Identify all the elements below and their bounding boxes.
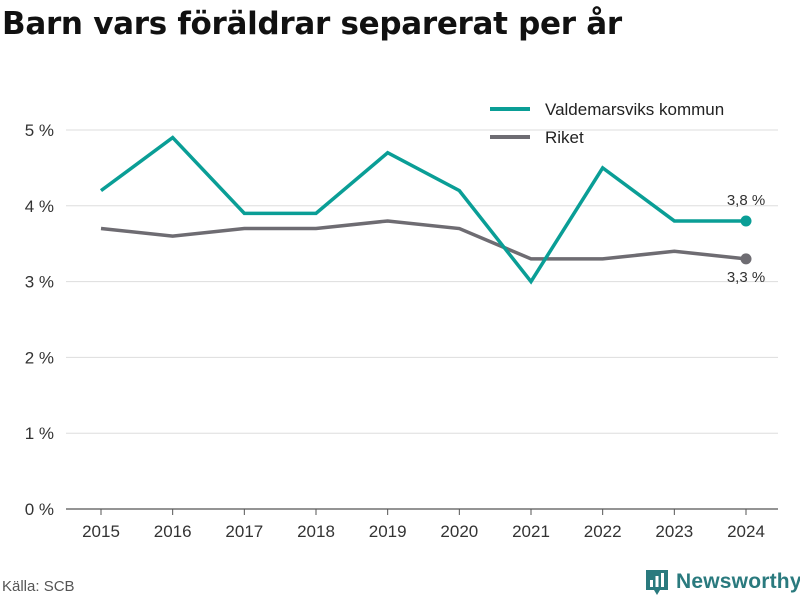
x-tick-label: 2018 — [297, 522, 335, 541]
x-tick-label: 2015 — [82, 522, 120, 541]
x-tick-label: 2024 — [727, 522, 765, 541]
end-label-0: 3,8 % — [727, 192, 765, 209]
y-tick-label: 1 % — [25, 424, 54, 443]
series-line-1 — [100, 219, 747, 261]
end-label-1: 3,3 % — [727, 269, 765, 286]
newsworthy-chart-icon — [646, 570, 668, 595]
legend-label-1: Riket — [545, 128, 584, 147]
chart-title: Barn vars föräldrar separerat per år — [2, 6, 622, 42]
series-end-point-1 — [740, 253, 752, 265]
legend: Valdemarsviks kommun Riket — [490, 100, 724, 147]
brand-name: Newsworthy — [676, 570, 800, 593]
newsworthy-logo: Newsworthy — [644, 568, 800, 596]
y-tick-label: 5 % — [25, 121, 54, 140]
legend-label-0: Valdemarsviks kommun — [545, 100, 724, 119]
y-tick-label: 4 % — [25, 197, 54, 216]
y-tick-label: 0 % — [25, 500, 54, 519]
y-tick-label: 3 % — [25, 273, 54, 292]
series-lines — [99, 135, 752, 285]
end-labels: 3,8 % 3,3 % — [727, 192, 765, 286]
y-tick-label: 2 % — [25, 348, 54, 367]
x-tick-label: 2020 — [440, 522, 478, 541]
x-tick-label: 2023 — [655, 522, 693, 541]
x-tick-label: 2016 — [154, 522, 192, 541]
x-tick-label: 2021 — [512, 522, 550, 541]
grid-lines — [66, 129, 778, 510]
y-axis: 0 % 1 % 2 % 3 % 4 % 5 % — [25, 121, 54, 519]
x-tick-label: 2022 — [584, 522, 622, 541]
series-line-0 — [99, 135, 746, 285]
x-tick-label: 2019 — [369, 522, 407, 541]
x-axis: 2015 2016 2017 2018 2019 2020 2021 2022 2023 2024 — [82, 509, 765, 541]
x-tick-label: 2017 — [225, 522, 263, 541]
source-note: Källa: SCB — [2, 578, 75, 595]
series-end-point-0 — [740, 215, 752, 227]
